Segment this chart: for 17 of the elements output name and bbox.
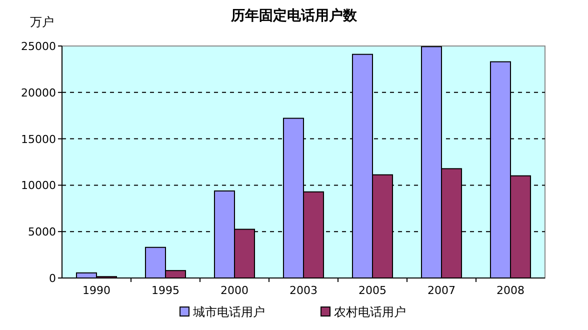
x-tick-label: 1995 bbox=[152, 284, 180, 297]
y-tick-label: 20000 bbox=[21, 86, 56, 100]
x-tick-label: 2000 bbox=[220, 284, 248, 297]
x-tick-label: 2008 bbox=[496, 284, 524, 297]
y-tick-label: 10000 bbox=[21, 179, 56, 192]
y-tick-label: 25000 bbox=[21, 40, 56, 53]
x-tick-label: 2003 bbox=[290, 284, 318, 297]
legend-label: 城市电话用户 bbox=[192, 305, 265, 319]
legend-label: 农村电话用户 bbox=[334, 305, 406, 319]
y-tick-label: 15000 bbox=[21, 132, 56, 146]
x-tick-label: 2005 bbox=[358, 284, 386, 297]
chart-title: 历年固定电话用户数 bbox=[230, 7, 358, 24]
y-tick-label: 5000 bbox=[28, 226, 56, 239]
y-tick-label: 0 bbox=[49, 272, 56, 285]
x-tick-label: 2007 bbox=[428, 284, 456, 297]
x-tick-label: 1990 bbox=[82, 284, 110, 297]
y-axis-title: 万户 bbox=[30, 15, 54, 29]
